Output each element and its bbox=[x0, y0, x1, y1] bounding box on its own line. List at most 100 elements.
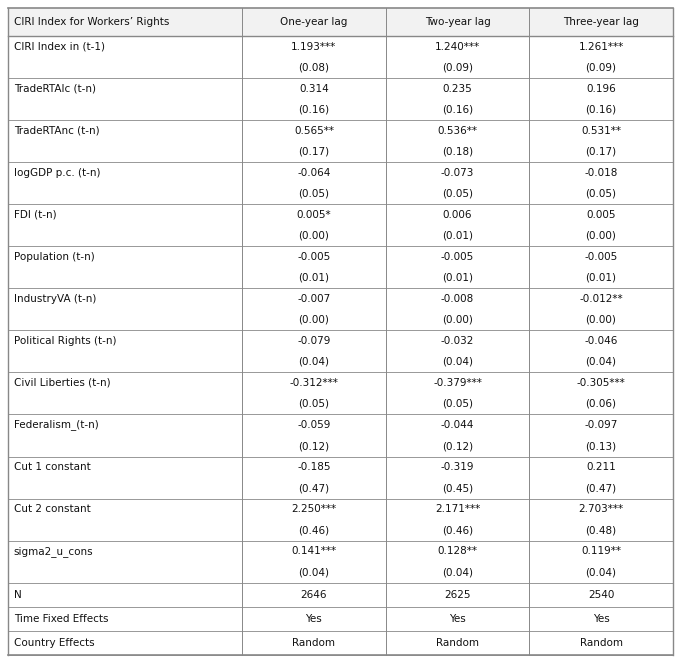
Text: Civil Liberties (t-n): Civil Liberties (t-n) bbox=[14, 378, 110, 388]
Text: (0.46): (0.46) bbox=[442, 525, 473, 535]
Text: 0.211: 0.211 bbox=[586, 462, 616, 472]
Text: (0.00): (0.00) bbox=[298, 315, 330, 325]
Text: (0.00): (0.00) bbox=[586, 315, 616, 325]
Text: 0.531**: 0.531** bbox=[581, 126, 621, 136]
Text: sigma2_u_cons: sigma2_u_cons bbox=[14, 546, 93, 556]
Text: 1.240***: 1.240*** bbox=[435, 42, 480, 52]
Text: (0.16): (0.16) bbox=[442, 105, 473, 115]
Text: 0.565**: 0.565** bbox=[294, 126, 334, 136]
Text: (0.01): (0.01) bbox=[586, 273, 616, 283]
Text: (0.00): (0.00) bbox=[586, 231, 616, 241]
Text: -0.064: -0.064 bbox=[297, 168, 330, 178]
Text: 2.703***: 2.703*** bbox=[578, 504, 624, 514]
Text: -0.059: -0.059 bbox=[297, 420, 330, 430]
Text: (0.48): (0.48) bbox=[586, 525, 616, 535]
Text: -0.319: -0.319 bbox=[441, 462, 474, 472]
Text: (0.05): (0.05) bbox=[442, 399, 473, 409]
Text: (0.16): (0.16) bbox=[298, 105, 330, 115]
Text: Cut 2 constant: Cut 2 constant bbox=[14, 504, 91, 514]
Text: (0.06): (0.06) bbox=[586, 399, 616, 409]
Text: 2540: 2540 bbox=[588, 589, 614, 599]
Text: (0.00): (0.00) bbox=[298, 231, 330, 241]
Text: -0.379***: -0.379*** bbox=[433, 378, 482, 388]
Text: TradeRTAnc (t-n): TradeRTAnc (t-n) bbox=[14, 126, 99, 136]
Text: 2.171***: 2.171*** bbox=[435, 504, 480, 514]
Text: Random: Random bbox=[580, 638, 622, 648]
Text: 0.196: 0.196 bbox=[586, 84, 616, 94]
Text: CIRI Index for Workers’ Rights: CIRI Index for Workers’ Rights bbox=[14, 17, 169, 27]
Text: Yes: Yes bbox=[592, 614, 609, 624]
Text: -0.018: -0.018 bbox=[584, 168, 618, 178]
Text: (0.16): (0.16) bbox=[586, 105, 616, 115]
Text: -0.008: -0.008 bbox=[441, 294, 474, 304]
Text: -0.007: -0.007 bbox=[298, 294, 330, 304]
Text: 1.261***: 1.261*** bbox=[578, 42, 624, 52]
Text: (0.04): (0.04) bbox=[442, 567, 473, 577]
Text: (0.12): (0.12) bbox=[442, 441, 473, 451]
Text: (0.47): (0.47) bbox=[586, 483, 616, 493]
Text: (0.45): (0.45) bbox=[442, 483, 473, 493]
Text: (0.47): (0.47) bbox=[298, 483, 330, 493]
Text: Random: Random bbox=[436, 638, 479, 648]
Text: One-year lag: One-year lag bbox=[280, 17, 347, 27]
Text: -0.032: -0.032 bbox=[441, 336, 474, 346]
Text: 0.128**: 0.128** bbox=[437, 546, 477, 556]
Text: (0.05): (0.05) bbox=[442, 189, 473, 199]
Text: 1.193***: 1.193*** bbox=[291, 42, 336, 52]
Text: (0.04): (0.04) bbox=[586, 357, 616, 367]
Text: (0.17): (0.17) bbox=[586, 147, 616, 157]
Text: N: N bbox=[14, 589, 21, 599]
Text: IndustryVA (t-n): IndustryVA (t-n) bbox=[14, 294, 96, 304]
Text: logGDP p.c. (t-n): logGDP p.c. (t-n) bbox=[14, 168, 100, 178]
Text: 0.119**: 0.119** bbox=[581, 546, 621, 556]
Text: 0.314: 0.314 bbox=[299, 84, 329, 94]
Text: 2646: 2646 bbox=[301, 589, 327, 599]
Text: -0.073: -0.073 bbox=[441, 168, 474, 178]
Text: (0.17): (0.17) bbox=[298, 147, 330, 157]
Text: 0.006: 0.006 bbox=[443, 210, 472, 220]
Text: Time Fixed Effects: Time Fixed Effects bbox=[14, 614, 108, 624]
Text: Two-year lag: Two-year lag bbox=[425, 17, 490, 27]
Text: (0.09): (0.09) bbox=[586, 63, 616, 73]
Text: Random: Random bbox=[292, 638, 336, 648]
Text: 2625: 2625 bbox=[444, 589, 471, 599]
Text: CIRI Index in (t-1): CIRI Index in (t-1) bbox=[14, 42, 105, 52]
Text: Population (t-n): Population (t-n) bbox=[14, 252, 95, 262]
Text: 0.235: 0.235 bbox=[443, 84, 473, 94]
Text: (0.18): (0.18) bbox=[442, 147, 473, 157]
Text: (0.09): (0.09) bbox=[442, 63, 473, 73]
Text: FDI (t-n): FDI (t-n) bbox=[14, 210, 57, 220]
Text: -0.046: -0.046 bbox=[584, 336, 618, 346]
Text: -0.012**: -0.012** bbox=[580, 294, 623, 304]
Text: Cut 1 constant: Cut 1 constant bbox=[14, 462, 91, 472]
Text: (0.05): (0.05) bbox=[298, 189, 330, 199]
Text: (0.08): (0.08) bbox=[298, 63, 330, 73]
Text: 0.005*: 0.005* bbox=[297, 210, 331, 220]
Text: Three-year lag: Three-year lag bbox=[563, 17, 639, 27]
Bar bbox=[8, 8, 673, 36]
Text: (0.05): (0.05) bbox=[298, 399, 330, 409]
Text: (0.01): (0.01) bbox=[442, 231, 473, 241]
Text: Political Rights (t-n): Political Rights (t-n) bbox=[14, 336, 116, 346]
Text: -0.005: -0.005 bbox=[298, 252, 330, 262]
Text: (0.13): (0.13) bbox=[586, 441, 616, 451]
Text: (0.05): (0.05) bbox=[586, 189, 616, 199]
Text: Federalism_(t-n): Federalism_(t-n) bbox=[14, 420, 98, 430]
Text: (0.04): (0.04) bbox=[442, 357, 473, 367]
Text: Yes: Yes bbox=[449, 614, 466, 624]
Text: -0.044: -0.044 bbox=[441, 420, 474, 430]
Text: TradeRTAlc (t-n): TradeRTAlc (t-n) bbox=[14, 84, 95, 94]
Text: (0.00): (0.00) bbox=[442, 315, 473, 325]
Text: (0.04): (0.04) bbox=[298, 357, 330, 367]
Text: -0.005: -0.005 bbox=[584, 252, 618, 262]
Text: (0.04): (0.04) bbox=[298, 567, 330, 577]
Text: -0.305***: -0.305*** bbox=[577, 378, 625, 388]
Text: Country Effects: Country Effects bbox=[14, 638, 94, 648]
Text: 0.536**: 0.536** bbox=[437, 126, 477, 136]
Text: -0.312***: -0.312*** bbox=[289, 378, 338, 388]
Text: 0.005: 0.005 bbox=[586, 210, 616, 220]
Text: -0.079: -0.079 bbox=[297, 336, 330, 346]
Text: (0.01): (0.01) bbox=[298, 273, 330, 283]
Text: (0.12): (0.12) bbox=[298, 441, 330, 451]
Text: -0.097: -0.097 bbox=[584, 420, 618, 430]
